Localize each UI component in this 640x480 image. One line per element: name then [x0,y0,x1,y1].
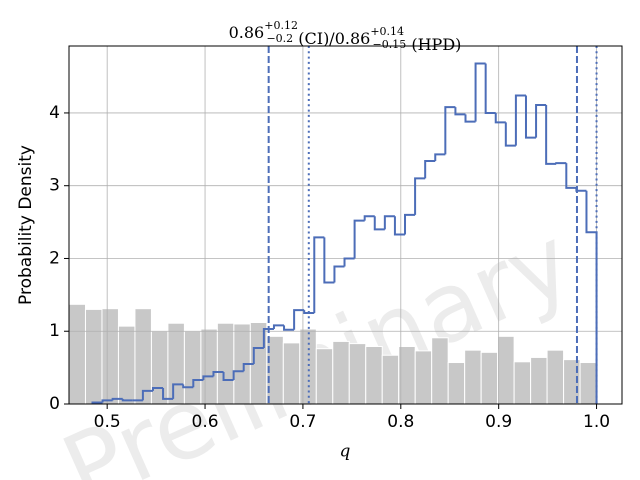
posterior-step [313,236,325,314]
prior-bar [365,346,383,405]
posterior-step [121,398,133,402]
title-text: (CI)/0.86 [293,29,370,48]
x-axis-label: q [340,442,351,462]
y-tick-label: 4 [49,103,60,123]
posterior-step [192,378,204,388]
posterior-step [353,219,365,259]
x-tick-label: 0.6 [192,412,219,432]
x-tick-label: 0.9 [485,412,512,432]
x-tick-label: 0.7 [289,412,316,432]
posterior-step [323,237,335,284]
y-tick-label: 1 [49,321,60,341]
prior-bar [348,343,367,405]
plot-frame [68,45,623,405]
posterior-step [202,375,214,380]
prior-bar [200,328,218,405]
x-tick-label: 1.0 [583,412,610,432]
posterior-step [242,362,254,372]
posterior-step [293,309,305,330]
posterior-step [222,371,234,381]
posterior-step [535,103,547,138]
posterior-step [212,370,224,377]
posterior-step [172,383,184,399]
prior-bar [497,335,515,405]
prior-bar [447,362,466,405]
y-axis-label: Probability Density [16,145,36,305]
prior-bar [183,330,202,405]
prior-bar [299,328,317,405]
posterior-step [454,107,466,116]
prior-bar [84,308,103,405]
y-tick-label: 3 [49,176,60,196]
posterior-step [504,122,516,147]
title-sub: −0.15 [373,38,407,51]
prior-bar [513,361,532,405]
posterior-step [393,216,406,236]
posterior-step [343,257,355,267]
posterior-step [444,106,456,155]
posterior-step [484,63,496,114]
prior-bar [546,349,565,405]
posterior-step [434,153,446,161]
x-tick-label: 0.5 [94,412,121,432]
prior-bar [150,330,169,405]
posterior-step [383,215,395,230]
posterior-step [474,62,486,122]
prior-bar [464,349,482,405]
posterior-step [101,399,113,403]
posterior-step [494,112,506,124]
posterior-step [232,370,244,380]
posterior-step [182,384,194,389]
posterior-step [404,213,416,235]
posterior-step [333,265,345,283]
prior-bar [381,354,400,405]
posterior-step [363,215,375,221]
posterior-step [141,389,153,401]
title-text: 0.86 [229,23,265,42]
posterior-step [514,94,526,146]
prior-bar [134,308,152,405]
prior-bar [431,337,449,405]
posterior-step [303,310,315,315]
x-tick-label: 0.8 [387,412,414,432]
title-sup: +0.14 [370,25,404,38]
posterior-step [283,325,295,331]
posterior-step [373,216,385,231]
prior-bar [530,356,548,405]
prior-bar [101,308,119,405]
prior-bar [167,322,185,405]
posterior-step [272,324,285,330]
posterior-step [252,346,264,364]
prior-bar [216,322,235,405]
posterior-step [545,104,557,165]
prior-bar [282,342,301,405]
posterior-step [162,387,174,400]
title-sub: −0.2 [266,32,293,45]
title-sup: +0.12 [264,19,298,32]
posterior-step [414,177,426,215]
prior-bar [414,350,433,405]
posterior-step [524,95,537,139]
prior-bar [579,362,598,405]
posterior-step [111,397,123,401]
posterior-step [262,328,274,348]
posterior-step [424,159,436,179]
y-tick-label: 0 [49,394,60,414]
chart-title: 0.86+0.12 −0.2 (CI)/0.86+0.14 −0.15 (HPD) [229,19,462,54]
posterior-step [555,162,567,165]
prior-bar [315,348,334,405]
prior-bar [68,303,86,405]
prior-bar [117,325,136,405]
prior-bar [332,340,350,405]
y-tick-label: 2 [49,248,60,268]
posterior-step [464,114,476,123]
posterior-step [151,386,164,391]
prior-bar [480,351,499,405]
title-text: (HPD) [406,35,461,54]
posterior-step [565,163,577,189]
